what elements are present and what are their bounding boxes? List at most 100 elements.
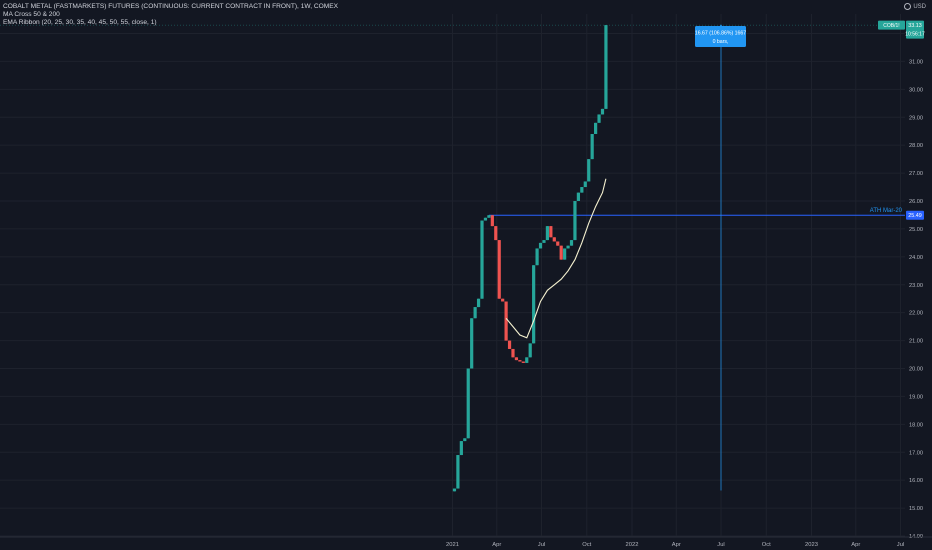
price-tick-label: 21.00 — [909, 339, 923, 345]
ath-label: ATH Mar-20 — [870, 208, 903, 214]
measure-label-line2: 0 bars, — [713, 39, 729, 45]
legend: COBALT METAL (FASTMARKETS) FUTURES (CONT… — [3, 3, 338, 27]
price-tick-label: 31.00 — [909, 59, 923, 65]
price-tick-label: 26.00 — [909, 199, 923, 205]
symbol-tag-label: COB/1! — [883, 23, 899, 29]
candle-up — [597, 114, 601, 123]
candle-up — [545, 226, 550, 241]
candle-up — [525, 357, 529, 363]
candle-down — [552, 237, 556, 242]
currency-label: USD — [913, 3, 926, 10]
candle-up — [542, 240, 546, 243]
candle-down — [559, 245, 563, 260]
candle-up — [487, 215, 491, 218]
candle-up — [528, 343, 532, 358]
candle-up — [456, 455, 460, 489]
price-axis[interactable]: 32.0031.0030.0029.0028.0027.0026.0025.00… — [0, 20, 925, 540]
time-tick-label: Oct — [762, 542, 771, 548]
legend-title: COBALT METAL (FASTMARKETS) FUTURES (CONT… — [3, 3, 339, 10]
candles — [452, 25, 608, 492]
candle-down — [504, 301, 508, 341]
legend-indicator-ema-ribbon[interactable]: EMA Ribbon (20, 25, 30, 35, 40, 45, 50, … — [3, 19, 157, 26]
candle-down — [497, 240, 501, 299]
ath-level: ATH Mar-20 — [488, 208, 905, 216]
candle-up — [594, 122, 598, 134]
candle-down — [514, 357, 519, 361]
ath-price-label: 25.49 — [908, 213, 922, 219]
candle-up — [573, 201, 577, 241]
time-tick-label: Jul — [538, 542, 545, 548]
candle-down — [556, 241, 560, 246]
measure-label-box — [695, 26, 746, 47]
candle-up — [466, 368, 470, 439]
measure-tool[interactable]: 16.67 (106.86%) 1667 0 bars, — [695, 24, 746, 491]
candle-down — [518, 360, 522, 362]
symbol-tag — [878, 20, 905, 30]
time-axis[interactable]: 2021 Apr Jul Oct 2022 Apr Jul Oct 2023 Apr Jul — [0, 536, 932, 548]
candle-up — [459, 441, 463, 456]
time-tick-label: Jul — [897, 542, 904, 548]
candle-up — [535, 248, 539, 266]
candle-up — [600, 108, 605, 115]
candle-up — [566, 245, 570, 249]
price-tick-label: 16.00 — [909, 478, 923, 484]
price-tick-label: 19.00 — [909, 394, 923, 400]
price-tick-label: 18.00 — [909, 422, 923, 428]
price-tick-label: 15.00 — [909, 506, 923, 512]
price-tick-label: 23.00 — [909, 283, 923, 289]
candle-up — [569, 240, 574, 246]
last-price-label: 33.13 — [908, 23, 922, 29]
price-tick-label: 24.00 — [909, 255, 923, 261]
candle-up — [590, 134, 594, 160]
ma-line-group — [505, 178, 607, 339]
candle-down — [501, 298, 505, 302]
currency-circle-icon — [904, 3, 912, 10]
grid — [0, 14, 905, 537]
time-tick-label: Oct — [582, 542, 591, 548]
candle-down — [494, 226, 498, 241]
time-tick-label: 2022 — [626, 542, 639, 548]
price-tick-label: 25.00 — [909, 227, 923, 233]
candle-down — [511, 348, 515, 358]
candle-up — [580, 187, 584, 193]
candle-up — [532, 265, 536, 344]
candle-up — [483, 217, 488, 221]
candle-down — [490, 215, 494, 227]
candle-up — [463, 438, 467, 442]
measure-label-line1: 16.67 (106.86%) 1667 — [695, 31, 746, 37]
time-tick-label: 2021 — [446, 542, 459, 548]
candle-up — [538, 242, 543, 249]
candle-up — [587, 159, 591, 182]
candle-up — [583, 181, 587, 188]
candle-down — [521, 361, 525, 363]
candle-down — [549, 226, 553, 238]
price-tick-label: 29.00 — [909, 115, 923, 121]
price-tick-label: 17.00 — [909, 450, 923, 456]
time-tick-label: Jul — [717, 542, 724, 548]
currency-selector[interactable]: USD — [904, 3, 926, 10]
ath-price-tag — [906, 210, 924, 220]
price-tick-label: 27.00 — [909, 171, 923, 177]
candle-up — [470, 318, 474, 369]
price-tick-label: 22.00 — [909, 311, 923, 317]
candle-up — [473, 307, 477, 319]
time-tick-label: Apr — [492, 542, 501, 548]
candle-up — [452, 488, 457, 492]
candle-up — [476, 298, 481, 308]
countdown-label: 10:56:17 — [905, 32, 925, 38]
candle-up — [576, 192, 580, 201]
price-tick-label: 20.00 — [909, 367, 923, 373]
time-tick-label: 2023 — [805, 542, 818, 548]
last-price-tag — [906, 20, 924, 39]
candle-up — [480, 220, 484, 299]
time-tick-label: Apr — [672, 542, 681, 548]
legend-indicator-ma-cross[interactable]: MA Cross 50 & 200 — [3, 11, 60, 18]
ma-line — [505, 178, 607, 339]
time-tick-label: Apr — [851, 542, 860, 548]
price-tick-label: 28.00 — [909, 143, 923, 149]
candle-up — [563, 248, 567, 260]
candle-down — [507, 340, 512, 349]
price-tick-label: 30.00 — [909, 87, 923, 93]
candle-up — [604, 25, 608, 109]
